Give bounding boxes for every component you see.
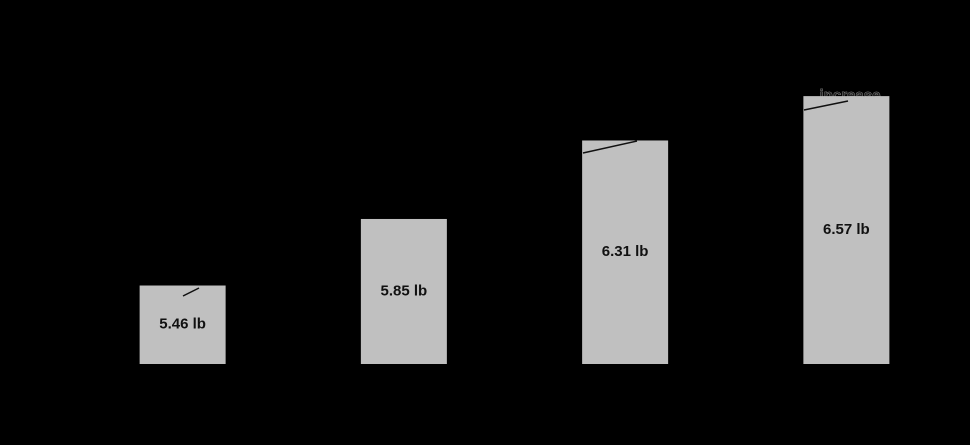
leader-line [582,140,638,154]
value-label: 5.85 lb [381,282,428,299]
bar [360,218,447,364]
value-label: 6.57 lb [823,221,870,238]
bar [803,96,890,365]
bar [582,140,669,364]
leader-line [182,287,200,297]
bar [139,285,226,364]
value-label: 6.31 lb [602,243,649,260]
leader-line [803,100,849,111]
value-label: 5.46 lb [159,316,206,333]
